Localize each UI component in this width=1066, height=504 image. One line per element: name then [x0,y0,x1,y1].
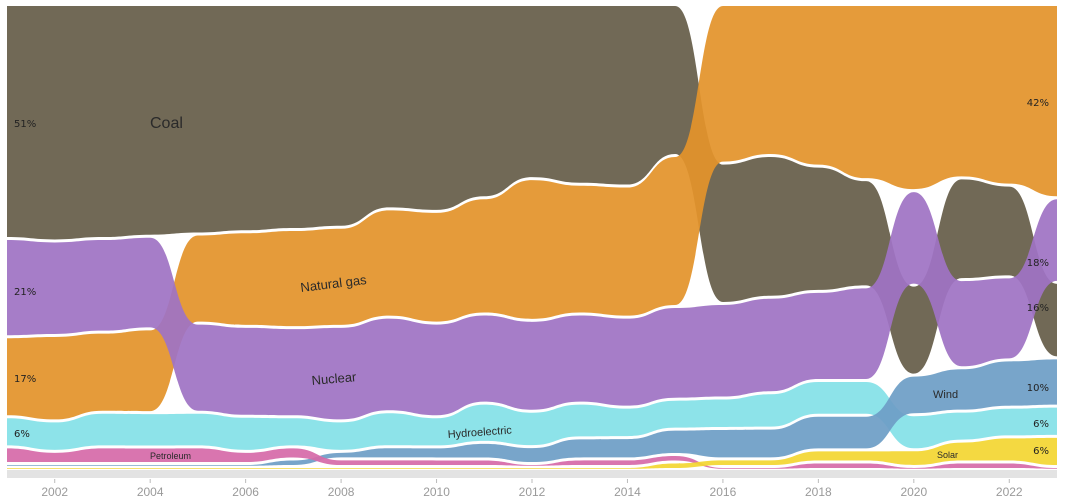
value-label-natural-gas-end: 42% [1027,98,1049,109]
value-label-natural-gas-start: 17% [14,374,36,385]
band-layer [7,6,1057,478]
x-tick-label-2018: 2018 [805,485,832,499]
x-tick-label-2020: 2020 [900,485,927,499]
value-label-solar-end: 6% [1033,446,1049,457]
value-label-hydroelectric-start: 6% [14,429,30,440]
series-label-hydroelectric: Hydroelectric [447,425,512,441]
band-nuclear [7,192,1057,420]
x-tick-label-2004: 2004 [137,485,164,499]
x-tick-label-2022: 2022 [996,485,1023,499]
x-tick-label-2002: 2002 [41,485,68,499]
x-axis: 2002 2004 2006 2008 2010 2012 2014 2016 2018 2020… [41,479,1023,499]
band-coal [7,6,1057,374]
x-tick-label-2012: 2012 [519,485,546,499]
x-tick-label-2014: 2014 [614,485,641,499]
band-natural-gas [7,6,1057,420]
x-tick-label-2016: 2016 [710,485,737,499]
series-label-coal: Coal [150,115,183,132]
x-tick-label-2008: 2008 [328,485,355,499]
other-sources-band [7,470,1057,478]
value-label-coal-start: 51% [14,119,36,130]
x-tick-label-2010: 2010 [423,485,450,499]
value-label-hydroelectric-end: 6% [1033,419,1049,430]
series-label-solar: Solar [937,450,958,460]
series-label-nuclear: Nuclear [311,369,358,388]
value-label-nuclear-start: 21% [14,287,36,298]
band-hydroelectric [7,381,1057,450]
value-label-wind-end: 10% [1027,383,1049,394]
band-wind [7,359,1057,466]
band-solar [7,437,1057,469]
x-tick-label-2006: 2006 [232,485,259,499]
value-label-nuclear-end: 18% [1027,258,1049,269]
band-petroleum [7,448,1057,469]
value-label-coal-end: 16% [1027,303,1049,314]
series-label-petroleum: Petroleum [150,451,191,461]
series-label-wind: Wind [933,389,958,401]
